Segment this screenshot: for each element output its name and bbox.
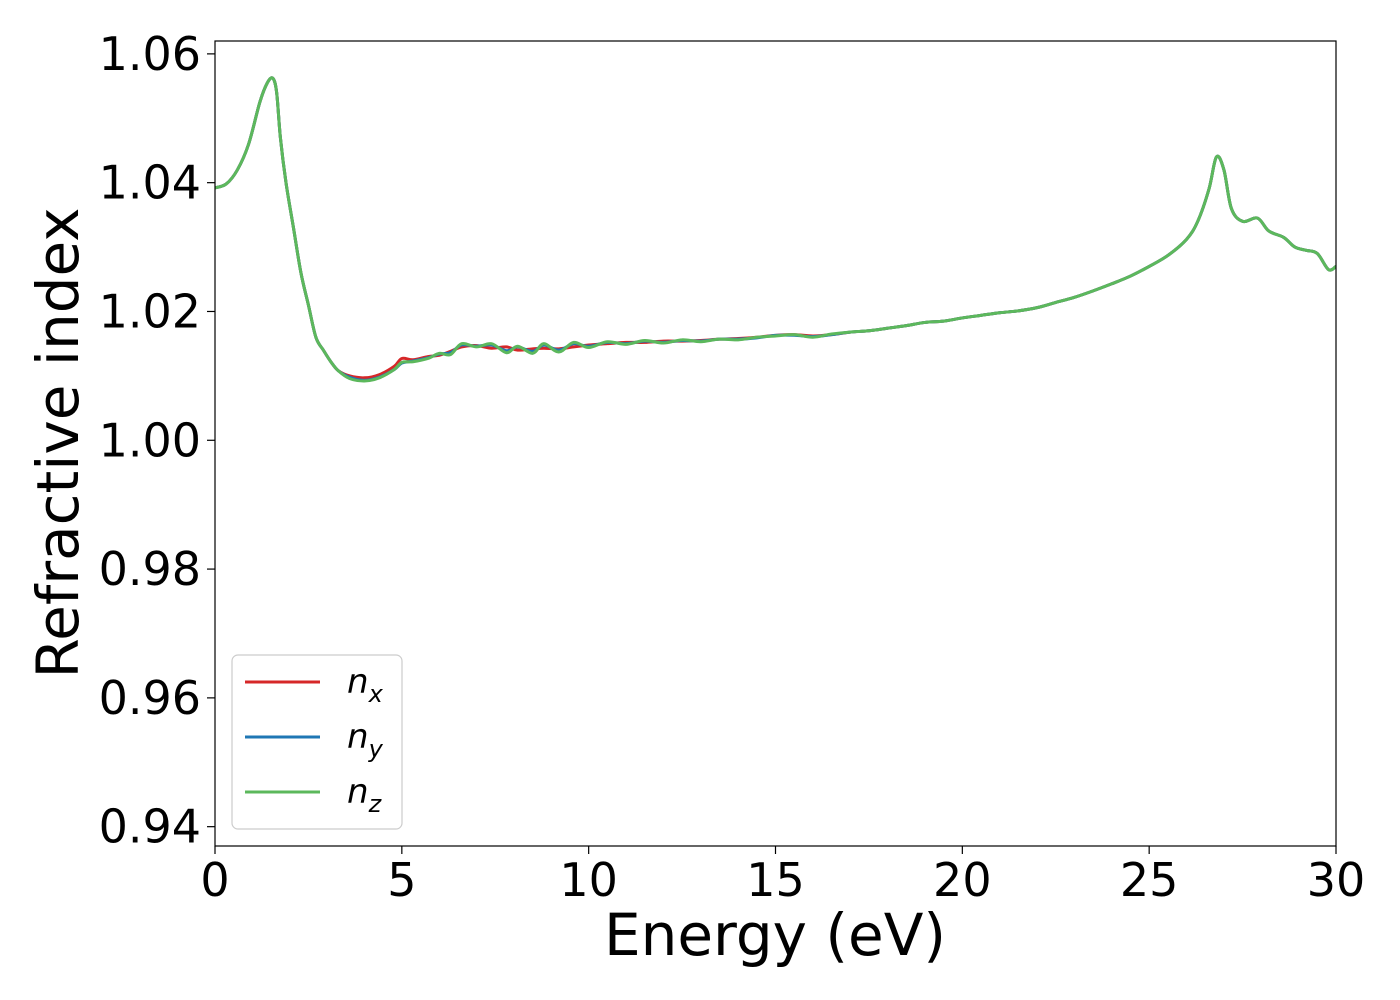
y-tick-label: 1.06 xyxy=(99,27,201,81)
series-line-z xyxy=(215,76,1336,383)
x-tick-label: 30 xyxy=(1307,853,1366,907)
y-tick-label: 1.00 xyxy=(99,413,201,467)
y-tick-label: 0.98 xyxy=(99,542,201,596)
x-tick-label: 0 xyxy=(200,853,229,907)
y-tick-label: 0.96 xyxy=(99,671,201,725)
legend-label-z: nz xyxy=(347,772,383,818)
legend-label-subscript: x xyxy=(368,680,384,708)
x-tick-label: 20 xyxy=(933,853,992,907)
legend-label-x: nx xyxy=(347,662,384,708)
x-tick-label: 10 xyxy=(559,853,618,907)
legend-label-subscript: y xyxy=(368,735,384,763)
y-tick-label: 1.04 xyxy=(99,156,201,210)
legend-label-subscript: z xyxy=(368,790,383,818)
x-tick-label: 5 xyxy=(387,853,416,907)
x-axis: 0 5 10 15 20 25 30 xyxy=(200,846,1365,907)
y-axis: 0.94 0.96 0.98 1.00 1.02 1.04 1.06 xyxy=(99,27,215,854)
legend-label-y: ny xyxy=(347,717,384,763)
y-tick-label: 0.94 xyxy=(99,800,201,854)
series-layer xyxy=(215,76,1336,383)
x-tick-label: 15 xyxy=(746,853,805,907)
y-axis-title: Refractive index xyxy=(24,207,92,678)
legend-label-base: n xyxy=(347,717,369,757)
legend-label-base: n xyxy=(347,772,369,812)
y-tick-label: 1.02 xyxy=(99,284,201,338)
x-axis-title: Energy (eV) xyxy=(604,901,946,969)
x-tick-label: 25 xyxy=(1120,853,1179,907)
legend-label-base: n xyxy=(347,662,369,702)
legend-box xyxy=(231,654,403,830)
